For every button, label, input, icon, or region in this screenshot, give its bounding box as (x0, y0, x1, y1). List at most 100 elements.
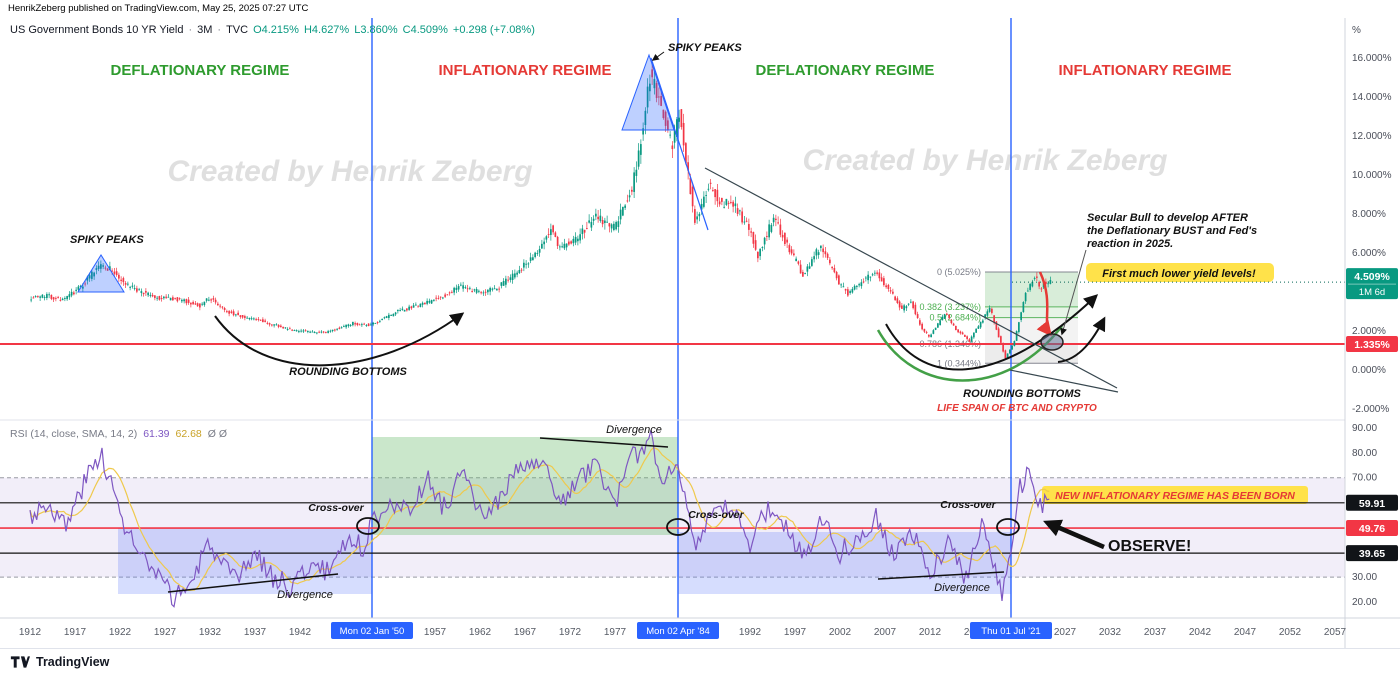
rsi-level-badge-value: 39.65 (1359, 548, 1385, 560)
exchange-label[interactable]: TVC (226, 24, 249, 36)
bar-countdown: 1M 6d (1359, 287, 1385, 298)
price-axis-unit: % (1352, 25, 1361, 36)
spiky-peaks-label-1: SPIKY PEAKS (70, 234, 144, 246)
price-axis-tick: 14.000% (1352, 92, 1392, 103)
legend-separator: · (188, 24, 193, 36)
time-axis-year: 2037 (1144, 627, 1167, 638)
price-axis-tick: 12.000% (1352, 131, 1392, 142)
tradingview-brand[interactable]: TradingView (36, 654, 110, 669)
time-axis-year: 2052 (1279, 627, 1302, 638)
divergence-label-3: Divergence (934, 582, 990, 594)
rsi-value: 61.39 (143, 428, 170, 440)
background-texts: DEFLATIONARY REGIME INFLATIONARY REGIME DE… (111, 62, 1232, 188)
time-axis-date-badge: Thu 01 Jul '21 (970, 622, 1052, 639)
regime-label-2: INFLATIONARY REGIME (438, 62, 611, 79)
crossover-label-1: Cross-over (308, 502, 364, 514)
chart-canvas[interactable]: DEFLATIONARY REGIME INFLATIONARY REGIME DE… (0, 18, 1400, 648)
time-axis-date-badge: Mon 02 Jan '50 (331, 622, 413, 639)
time-axis-year: 2032 (1099, 627, 1122, 638)
price-axis-tick: 0.000% (1352, 365, 1386, 376)
candlestick-series[interactable] (30, 59, 1052, 359)
time-axis-year: 1972 (559, 627, 582, 638)
rsi-legend[interactable]: RSI (14, close, SMA, 14, 2) 61.39 62.68 … (10, 428, 227, 440)
spiky-peak-pointer (651, 51, 665, 61)
observe-arrow (1043, 519, 1105, 550)
time-axis-date-badge-label: Mon 02 Jan '50 (340, 626, 405, 637)
secular-note-line-2: the Deflationary BUST and Fed's (1087, 225, 1257, 237)
rounding-bottoms-label-1: ROUNDING BOTTOMS (289, 366, 407, 378)
annotation-texts: SPIKY PEAKS SPIKY PEAKS ROUNDING BOTTOMS RO… (70, 42, 1295, 601)
yellow-highlight-note (1086, 263, 1274, 282)
rsi-level-badge-value: 49.76 (1359, 523, 1385, 535)
crossover-label-2: Cross-over (688, 509, 744, 521)
time-axis-year: 1957 (424, 627, 447, 638)
watermark-2: Created by Henrik Zeberg (802, 144, 1167, 177)
crossover-ellipse-3 (996, 518, 1020, 536)
legend-separator: · (217, 24, 222, 36)
time-axis-year: 1942 (289, 627, 312, 638)
price-axis[interactable]: % 16.000% 14.000% 12.000% 10.000% 8.000% 6.000… (1344, 18, 1400, 648)
time-axis-date-badge-label: Thu 01 Jul '21 (981, 626, 1040, 637)
observe-label: OBSERVE! (1108, 538, 1191, 555)
rounding-bottom-arc-1 (214, 312, 465, 367)
fib-level-label: 1 (0.344%) (937, 358, 981, 368)
chart-background (0, 18, 1400, 648)
rsi-green-box (372, 437, 678, 535)
symbol-legend[interactable]: US Government Bonds 10 YR Yield · 3M · T… (10, 24, 535, 36)
time-axis-year: 1937 (244, 627, 267, 638)
target-ellipse (1040, 333, 1064, 351)
chart-area[interactable]: DEFLATIONARY REGIME INFLATIONARY REGIME DE… (0, 18, 1400, 648)
interval-label[interactable]: 3M (197, 24, 213, 36)
price-axis-tick: 8.000% (1352, 209, 1386, 220)
tradingview-logo-icon[interactable] (10, 655, 30, 669)
time-axis-year: 2007 (874, 627, 897, 638)
first-lower-yields-label: First much lower yield levels! (1102, 268, 1256, 280)
rounding-bottoms-label-2: ROUNDING BOTTOMS (963, 388, 1081, 400)
fib-band (985, 306, 1078, 318)
author-drawings (77, 51, 1119, 593)
time-axis-year: 1997 (784, 627, 807, 638)
crossover-label-3: Cross-over (940, 499, 996, 511)
secular-note-leader (1060, 249, 1087, 336)
fib-band (985, 272, 1078, 307)
time-axis[interactable]: 1912 1917 1922 1927 1932 1937 1942 1957 1962 1967… (0, 617, 1400, 639)
time-axis-date-badge: Mon 02 Apr '84 (637, 622, 719, 639)
rounding-bottom-arc-2-green (876, 325, 1063, 382)
fib-level-label: 0 (5.025%) (937, 267, 981, 277)
rsi-indicator-title[interactable]: RSI (14, close, SMA, 14, 2) (10, 428, 138, 440)
regime-label-4: INFLATIONARY REGIME (1058, 62, 1231, 79)
time-axis-year: 1967 (514, 627, 537, 638)
ohlc-low: L3.860% (354, 24, 398, 36)
time-axis-year: 2012 (919, 627, 942, 638)
time-axis-year: 1962 (469, 627, 492, 638)
watermark-1: Created by Henrik Zeberg (167, 155, 532, 188)
symbol-title[interactable]: US Government Bonds 10 YR Yield (10, 24, 184, 36)
spiky-peak-trendline (650, 57, 709, 231)
rsi-line[interactable] (29, 430, 1050, 608)
red-line-badge: 1.335% (1346, 335, 1398, 352)
rsi-axis-tick: 80.00 (1352, 448, 1377, 459)
rsi-level-badge-value: 59.91 (1359, 498, 1385, 510)
fib-level-label: 0.382 (3.237%) (919, 302, 981, 312)
downtrend-line (704, 167, 1118, 389)
fib-level-label: 0.5 (2.684%) (929, 313, 981, 323)
rsi-axis-tick: 20.00 (1352, 597, 1377, 608)
publication-text: HenrikZeberg published on TradingView.co… (8, 3, 309, 14)
rsi-extra-values: Ø Ø (207, 428, 228, 440)
rounding-bottom-arc-2-black (885, 294, 1099, 371)
secular-note-line-1: Secular Bull to develop AFTER (1087, 212, 1248, 224)
price-axis-tick: 6.000% (1352, 248, 1386, 259)
divergence-line-1 (167, 573, 339, 593)
new-regime-label: NEW INFLATIONARY REGIME HAS BEEN BORN (1055, 490, 1295, 502)
rsi-panel-series[interactable] (29, 430, 1050, 608)
lower-wedge-line (1009, 369, 1119, 393)
time-axis-year: 2042 (1189, 627, 1212, 638)
regime-label-1: DEFLATIONARY REGIME (111, 62, 290, 79)
time-axis-year: 1917 (64, 627, 87, 638)
time-axis-year: 2027 (1054, 627, 1077, 638)
price-axis-tick: 2.000% (1352, 326, 1386, 337)
ohlc-change: +0.298 (+7.08%) (452, 24, 535, 36)
time-axis-year: 2002 (829, 627, 852, 638)
price-axis-tick: 10.000% (1352, 170, 1392, 181)
current-price-badge: 4.509% 1M 6d (1346, 268, 1398, 300)
